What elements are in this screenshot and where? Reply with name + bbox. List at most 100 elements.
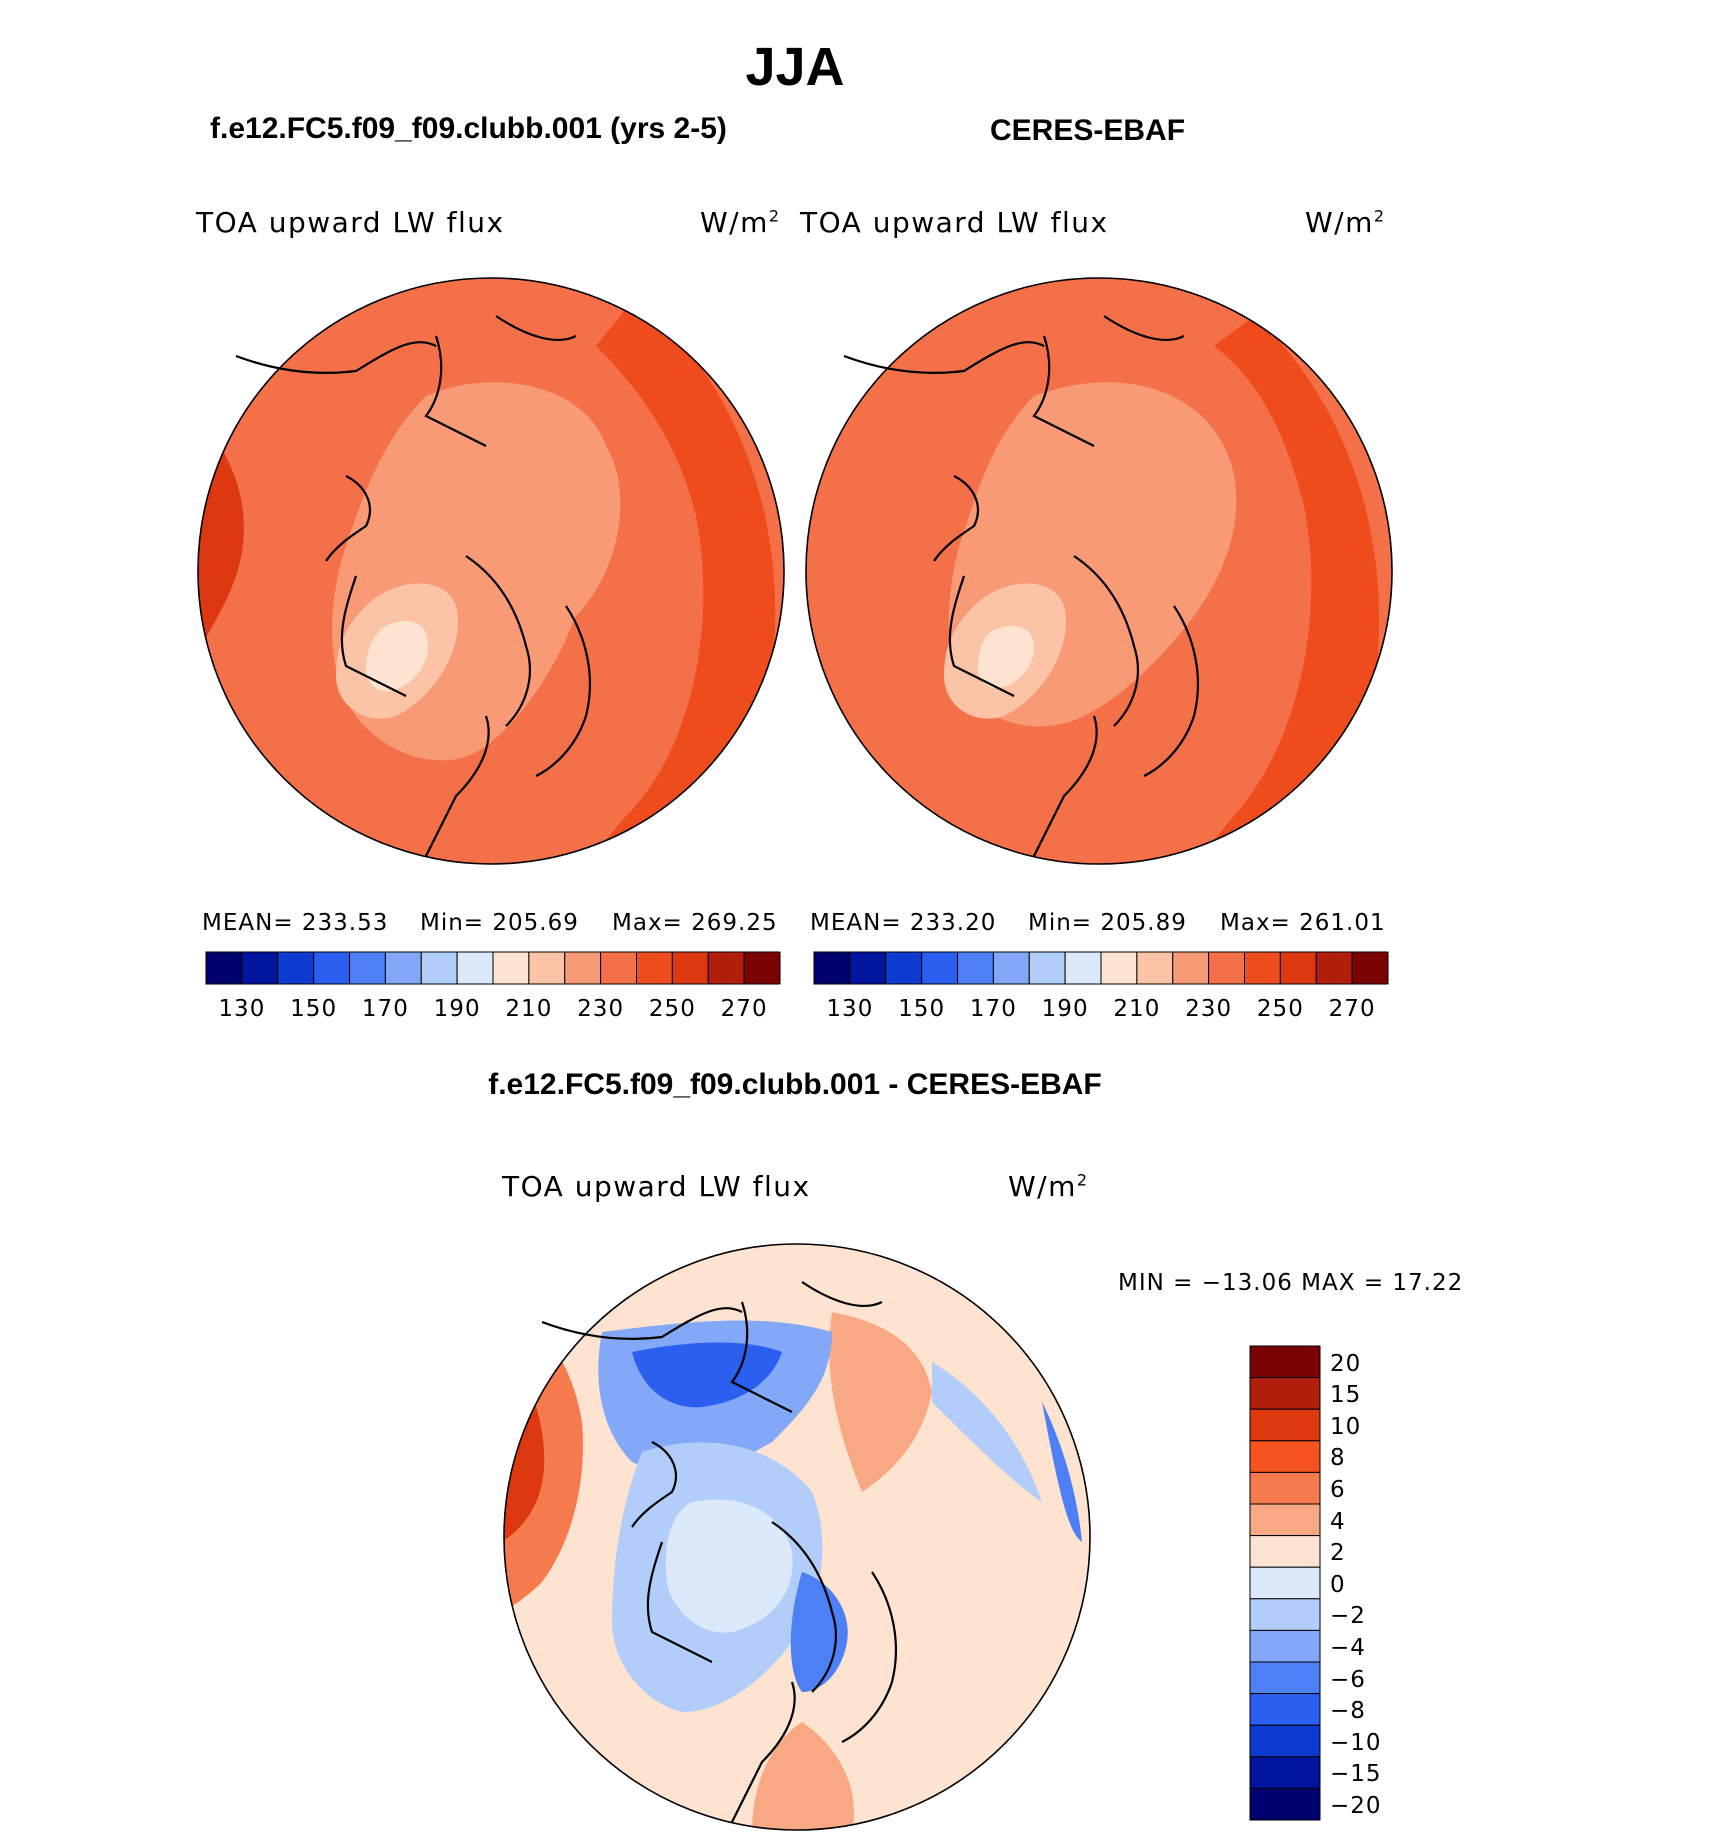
colorbar-swatch	[1249, 1629, 1321, 1663]
obs-min-stat: Min= 205.89	[1028, 910, 1187, 936]
colorbar-swatch	[1249, 1598, 1321, 1631]
colorbar-tick-label: 150	[898, 996, 946, 1022]
colorbar-swatch	[743, 951, 781, 985]
model-panel-title: f.e12.FC5.f09_f09.clubb.001 (yrs 2-5)	[210, 112, 727, 145]
colorbar-swatch	[205, 951, 243, 985]
colorbar-swatch	[1208, 951, 1245, 985]
map-field-greenland-core	[977, 625, 1035, 689]
colorbar-swatch	[1249, 1756, 1321, 1789]
colorbar-swatch	[600, 951, 637, 985]
model-colorbar	[205, 951, 781, 985]
colorbar-tick-label: 270	[1328, 996, 1376, 1022]
colorbar-swatch	[1249, 1471, 1321, 1505]
obs-polar-map	[805, 277, 1393, 865]
colorbar-swatch	[1249, 1724, 1321, 1758]
colorbar-swatch	[313, 951, 350, 985]
map-field-negative-europe	[790, 1572, 848, 1692]
obs-max-stat: Max= 261.01	[1220, 910, 1386, 936]
diff-coastlines	[541, 1281, 898, 1823]
colorbar-swatch	[921, 951, 958, 985]
colorbar-swatch	[813, 951, 851, 985]
diff-variable-label: TOA upward LW flux	[502, 1170, 811, 1203]
colorbar-swatch	[1100, 951, 1138, 985]
colorbar-swatch	[241, 951, 279, 985]
colorbar-tick-label: −15	[1330, 1761, 1382, 1788]
colorbar-swatch	[1249, 1535, 1321, 1568]
colorbar-tick-label: 130	[218, 996, 266, 1022]
colorbar-swatch	[456, 951, 494, 985]
colorbar-tick-label: 230	[1185, 996, 1233, 1022]
map-field-greenland-core	[365, 621, 429, 692]
obs-mean-stat: MEAN= 233.20	[810, 910, 997, 936]
colorbar-swatch	[636, 951, 673, 985]
colorbar-swatch	[1315, 951, 1353, 985]
map-field-positive-east	[829, 1312, 932, 1492]
colorbar-tick-label: 190	[1041, 996, 1089, 1022]
colorbar-swatch	[1244, 951, 1281, 985]
colorbar-swatch	[1249, 1661, 1321, 1695]
colorbar-tick-label: 170	[361, 996, 409, 1022]
colorbar-tick-label: 15	[1330, 1382, 1362, 1409]
obs-variable-label: TOA upward LW flux	[800, 206, 1109, 239]
difference-polar-map	[503, 1243, 1091, 1831]
diff-colorbar	[1249, 1345, 1321, 1821]
colorbar-swatch	[1028, 951, 1066, 985]
colorbar-tick-label: 130	[826, 996, 874, 1022]
colorbar-tick-label: 4	[1330, 1508, 1346, 1535]
colorbar-swatch	[992, 951, 1030, 985]
colorbar-tick-label: 2	[1330, 1540, 1346, 1567]
colorbar-tick-label: 10	[1330, 1413, 1362, 1440]
colorbar-swatch	[384, 951, 422, 985]
colorbar-tick-label: 8	[1330, 1445, 1346, 1472]
model-mean-stat: MEAN= 233.53	[202, 910, 389, 936]
colorbar-tick-label: 150	[290, 996, 338, 1022]
model-variable-label: TOA upward LW flux	[196, 206, 505, 239]
colorbar-swatch	[957, 951, 994, 985]
obs-coastlines	[843, 315, 1200, 857]
model-coastlines	[235, 315, 592, 857]
colorbar-swatch	[671, 951, 709, 985]
colorbar-swatch	[1249, 1408, 1321, 1442]
colorbar-swatch	[277, 951, 315, 985]
colorbar-tick-label: 190	[433, 996, 481, 1022]
colorbar-tick-label: 270	[720, 996, 768, 1022]
model-polar-map	[197, 277, 785, 865]
colorbar-swatch	[1064, 951, 1102, 985]
colorbar-swatch	[349, 951, 386, 985]
colorbar-swatch	[528, 951, 566, 985]
colorbar-swatch	[1249, 1693, 1321, 1726]
colorbar-swatch	[1249, 1503, 1321, 1537]
obs-panel-title: CERES-EBAF	[990, 114, 1186, 147]
colorbar-swatch	[849, 951, 887, 985]
colorbar-tick-label: 250	[1256, 996, 1304, 1022]
colorbar-tick-label: −4	[1330, 1635, 1366, 1661]
model-min-stat: Min= 205.69	[420, 910, 579, 936]
difference-panel-title: f.e12.FC5.f09_f09.clubb.001 - CERES-EBAF	[488, 1068, 1102, 1101]
colorbar-swatch	[885, 951, 923, 985]
obs-units-label: W/m2	[1305, 206, 1386, 239]
colorbar-tick-label: 6	[1330, 1477, 1346, 1503]
model-units-label: W/m2	[700, 206, 781, 239]
colorbar-tick-label: 170	[969, 996, 1017, 1022]
diff-units-label: W/m2	[1008, 1170, 1089, 1203]
colorbar-swatch	[1249, 1345, 1321, 1379]
map-field-warm-band	[576, 296, 776, 864]
colorbar-swatch	[1136, 951, 1174, 985]
map-field-warm-band	[1184, 316, 1380, 864]
map-field-slight-negative	[665, 1499, 793, 1633]
colorbar-tick-label: −2	[1330, 1603, 1366, 1630]
model-max-stat: Max= 269.25	[612, 910, 778, 936]
diff-minmax-stat: MIN = −13.06 MAX = 17.22	[1118, 1270, 1464, 1296]
colorbar-tick-label: 250	[648, 996, 696, 1022]
colorbar-tick-label: −6	[1330, 1666, 1366, 1693]
colorbar-tick-label: 230	[577, 996, 625, 1022]
obs-colorbar	[813, 951, 1389, 985]
map-field-positive-south	[752, 1722, 854, 1830]
colorbar-tick-label: 210	[1113, 996, 1161, 1022]
colorbar-swatch	[564, 951, 602, 985]
colorbar-swatch	[1249, 1566, 1321, 1600]
colorbar-swatch	[420, 951, 458, 985]
map-field-slight-negative-east	[932, 1362, 1042, 1502]
colorbar-swatch	[1249, 1377, 1321, 1410]
colorbar-tick-label: 20	[1330, 1350, 1362, 1377]
